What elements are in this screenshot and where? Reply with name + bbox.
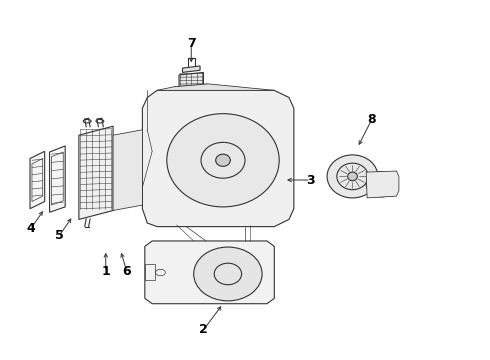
Polygon shape bbox=[157, 84, 274, 90]
Text: 6: 6 bbox=[122, 265, 131, 278]
Polygon shape bbox=[79, 126, 113, 220]
Polygon shape bbox=[49, 146, 65, 212]
Text: 1: 1 bbox=[101, 265, 110, 278]
Text: 4: 4 bbox=[26, 222, 35, 235]
Polygon shape bbox=[145, 241, 274, 304]
Text: 5: 5 bbox=[55, 229, 64, 242]
Polygon shape bbox=[182, 66, 200, 72]
Polygon shape bbox=[174, 84, 208, 90]
Text: 2: 2 bbox=[199, 323, 208, 336]
Polygon shape bbox=[30, 151, 45, 209]
Ellipse shape bbox=[167, 114, 279, 207]
Ellipse shape bbox=[366, 172, 395, 197]
Text: 3: 3 bbox=[307, 174, 315, 186]
Text: 7: 7 bbox=[187, 37, 196, 50]
Ellipse shape bbox=[347, 172, 357, 181]
Ellipse shape bbox=[327, 155, 378, 198]
Ellipse shape bbox=[194, 247, 262, 301]
Polygon shape bbox=[179, 72, 203, 91]
Polygon shape bbox=[366, 171, 399, 198]
Polygon shape bbox=[113, 130, 143, 211]
Text: 8: 8 bbox=[368, 113, 376, 126]
Ellipse shape bbox=[216, 154, 230, 166]
Polygon shape bbox=[143, 90, 294, 226]
